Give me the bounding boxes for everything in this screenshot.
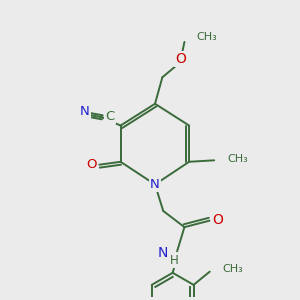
Text: O: O: [212, 213, 223, 227]
Text: C: C: [105, 110, 115, 123]
Text: N: N: [80, 105, 89, 118]
Text: CH₃: CH₃: [197, 32, 218, 42]
Text: CH₃: CH₃: [222, 264, 243, 274]
Text: CH₃: CH₃: [227, 154, 248, 164]
Text: O: O: [175, 52, 186, 66]
Text: O: O: [86, 158, 96, 171]
Text: N: N: [150, 178, 160, 191]
Text: N: N: [158, 246, 168, 260]
Text: H: H: [170, 254, 178, 267]
